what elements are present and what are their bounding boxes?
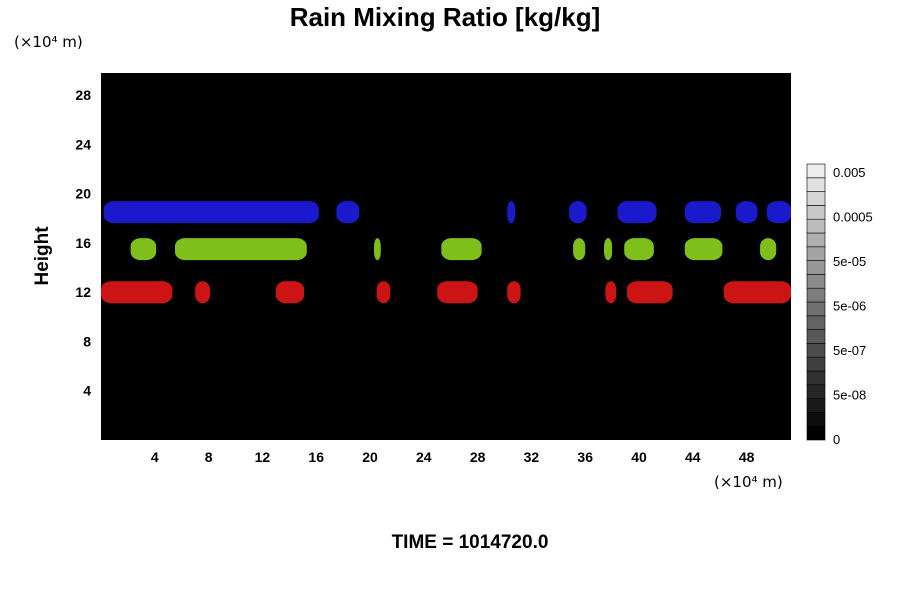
feature-segment [766,201,791,224]
colorbar-tick-label: 0.005 [833,165,866,180]
colorbar-swatch [806,398,826,413]
x-tick-label: 16 [308,449,324,465]
feature-band [130,238,777,261]
feature-segment [376,281,391,304]
feature-segment [684,201,722,224]
colorbar-swatch [806,260,826,275]
chart-title: Rain Mixing Ratio [kg/kg] [289,2,601,32]
colorbar-tick-label: 5e-05 [833,254,866,269]
colorbar-swatch [806,329,826,344]
x-tick-label: 8 [205,449,213,465]
y-tick-label: 28 [75,87,91,103]
y-tick-labels: 4 8 12 16 20 24 28 [75,87,91,399]
feature-segment [195,281,210,304]
feature-segment [507,201,516,224]
colorbar-swatch [806,356,826,372]
x-tick-label: 12 [255,449,271,465]
feature-segment [617,201,657,224]
x-tick-labels: 4 8 12 16 20 24 28 32 36 40 44 48 [151,449,755,465]
x-tick-label: 48 [739,449,755,465]
feature-band [103,201,791,224]
colorbar-swatch [806,384,826,399]
feature-segment [626,281,673,304]
y-tick-label: 24 [75,136,91,152]
colorbar: 0 5e-08 5e-07 5e-06 5e-05 0.0005 0.005 [806,163,873,447]
colorbar-swatch [806,425,826,441]
colorbar-swatch [806,205,826,220]
x-unit-label: (×10⁴ m) [714,473,783,491]
colorbar-tick-label: 5e-08 [833,388,866,403]
feature-segment [723,281,791,304]
x-tick-label: 24 [416,449,432,465]
feature-band [101,281,791,304]
feature-segment [604,238,613,261]
x-tick-label: 36 [577,449,593,465]
x-tick-label: 20 [362,449,378,465]
colorbar-swatch [806,412,826,427]
x-tick-label: 40 [631,449,647,465]
data-features [101,201,791,304]
feature-segment [103,201,319,224]
feature-segment [573,238,586,261]
feature-segment [760,238,777,261]
feature-segment [441,238,482,261]
colorbar-swatch [806,287,826,303]
colorbar-swatch [806,315,826,330]
y-tick-label: 16 [75,235,91,251]
colorbar-swatch [806,191,826,206]
feature-segment [684,238,723,261]
colorbar-swatch [806,343,826,358]
colorbar-swatch [806,274,826,289]
feature-segment [605,281,617,304]
y-tick-label: 4 [83,383,91,399]
y-tick-label: 12 [75,284,91,300]
feature-segment [507,281,521,304]
feature-segment [336,201,360,224]
colorbar-swatch [806,232,826,248]
x-tick-label: 44 [685,449,701,465]
feature-segment [101,281,173,304]
colorbar-swatch [806,163,826,179]
feature-segment [374,238,381,261]
y-tick-label: 20 [75,186,91,202]
feature-segment [624,238,654,261]
colorbar-swatch [806,301,826,317]
feature-segment [174,238,307,261]
x-tick-label: 32 [524,449,540,465]
colorbar-swatch [806,218,826,234]
feature-segment [437,281,478,304]
colorbar-tick-label: 0 [833,432,840,447]
feature-segment [275,281,305,304]
colorbar-tick-label: 0.0005 [833,210,873,225]
x-tick-label: 28 [470,449,486,465]
colorbar-swatch [806,370,826,386]
y-unit-label: (×10⁴ m) [14,33,83,51]
colorbar-swatch [806,246,826,261]
feature-segment [130,238,157,261]
y-tick-label: 8 [83,333,91,349]
colorbar-swatch [806,177,826,192]
x-tick-label: 4 [151,449,159,465]
feature-segment [735,201,758,224]
time-label: TIME = 1014720.0 [391,532,549,553]
colorbar-tick-label: 5e-06 [833,299,866,314]
colorbar-tick-label: 5e-07 [833,343,866,358]
feature-segment [569,201,587,224]
